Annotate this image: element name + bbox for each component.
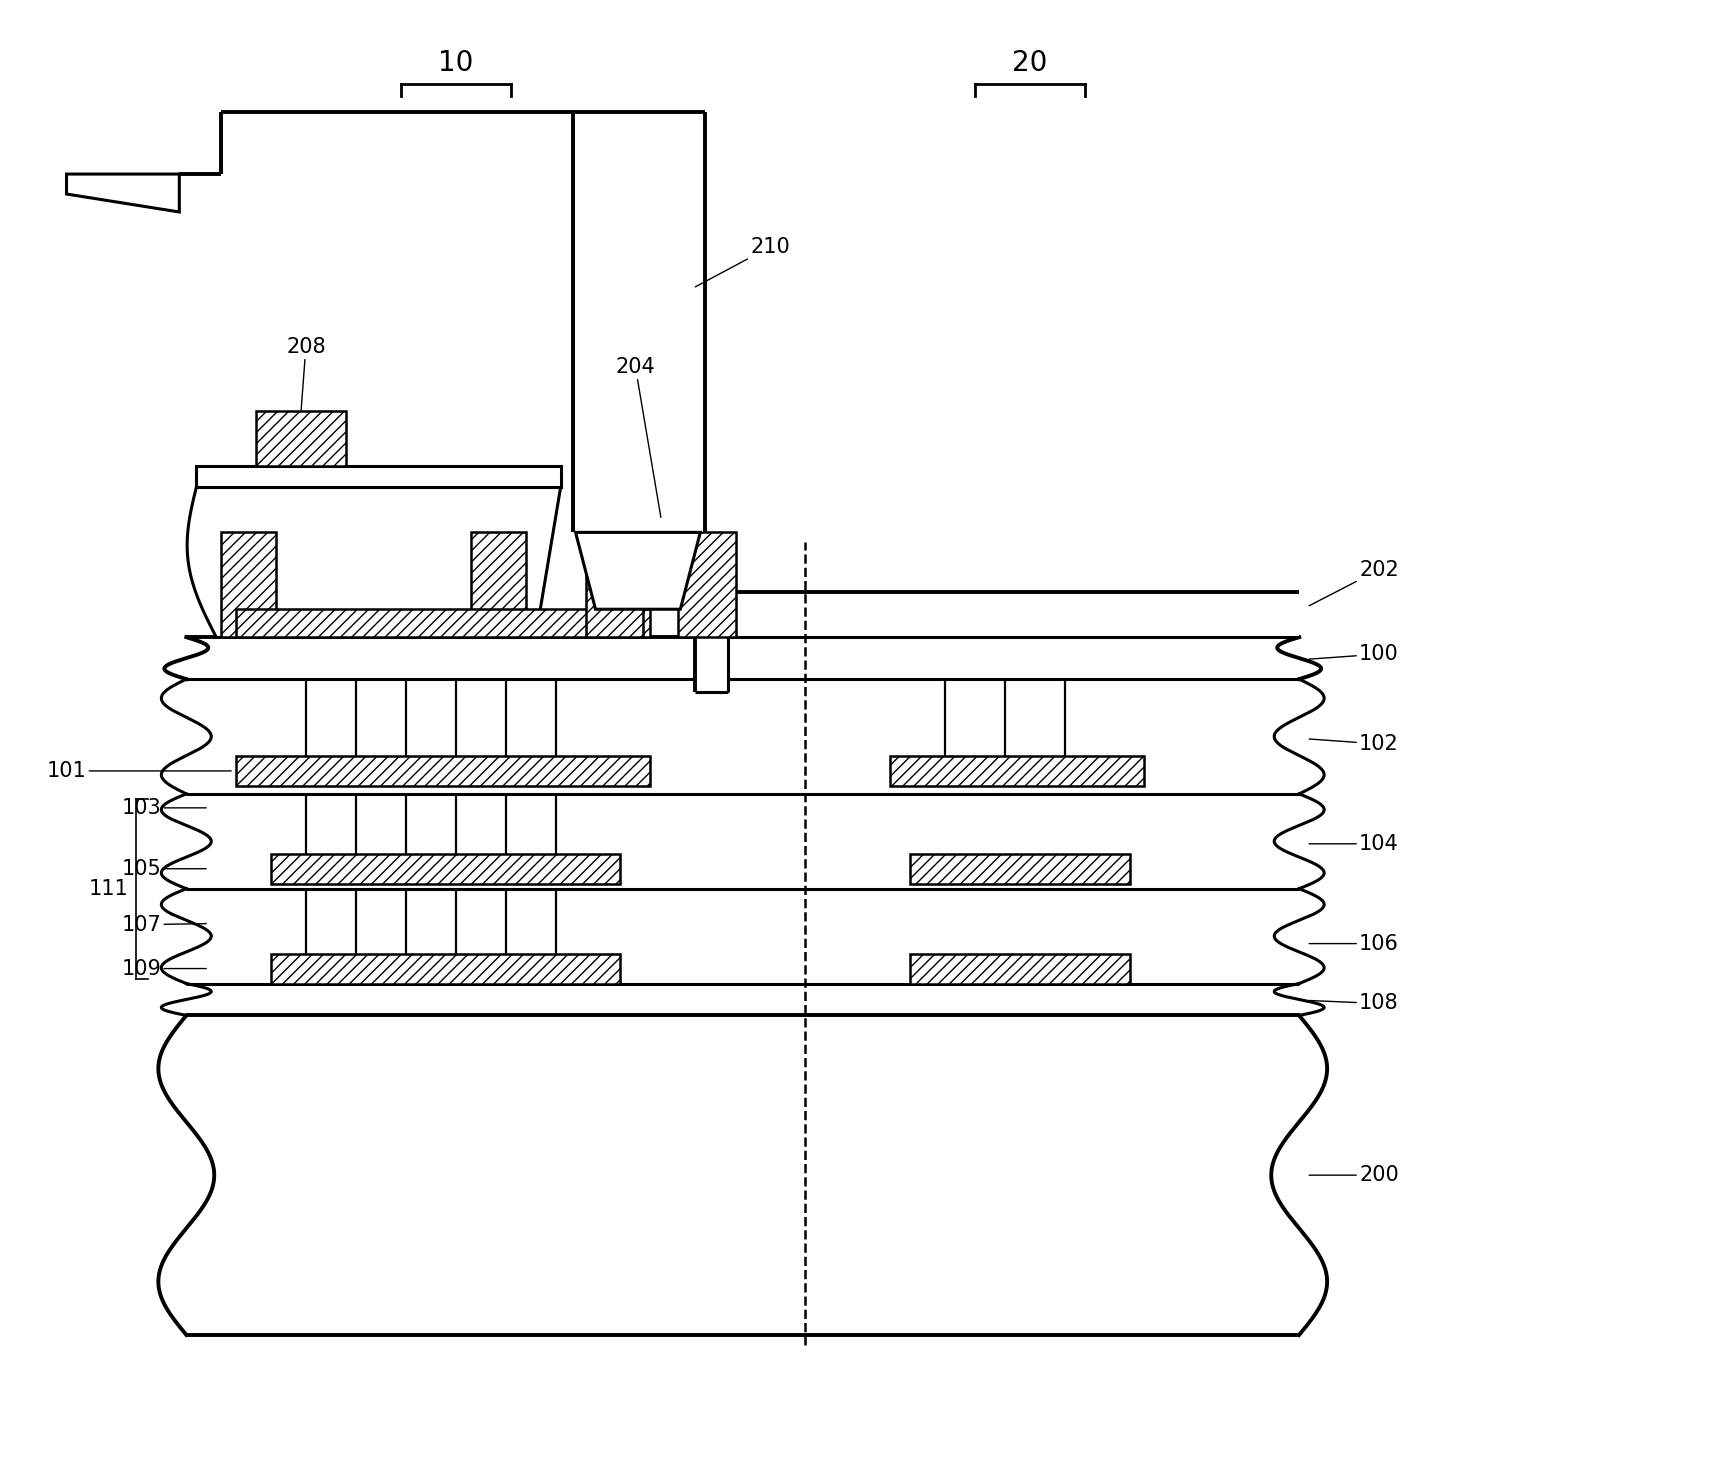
Polygon shape <box>186 984 1300 1016</box>
Text: 104: 104 <box>1310 834 1398 853</box>
Polygon shape <box>678 532 736 638</box>
Text: 102: 102 <box>1310 734 1398 754</box>
Polygon shape <box>186 638 1300 679</box>
Polygon shape <box>890 756 1145 786</box>
Polygon shape <box>186 795 1300 888</box>
Polygon shape <box>196 488 560 638</box>
Polygon shape <box>257 410 345 466</box>
Polygon shape <box>186 1016 1300 1336</box>
Text: 111: 111 <box>88 878 128 899</box>
Polygon shape <box>909 853 1129 884</box>
Text: 210: 210 <box>696 237 789 287</box>
Polygon shape <box>696 592 1300 692</box>
Text: 108: 108 <box>1310 994 1398 1013</box>
Text: 10: 10 <box>439 50 474 78</box>
Text: 202: 202 <box>1310 560 1398 605</box>
Text: 105: 105 <box>121 859 206 878</box>
Text: 200: 200 <box>1310 1165 1398 1185</box>
Polygon shape <box>470 532 526 638</box>
Text: 101: 101 <box>47 761 231 781</box>
Polygon shape <box>236 756 651 786</box>
Polygon shape <box>186 679 1300 795</box>
Polygon shape <box>573 113 706 532</box>
Polygon shape <box>576 532 701 610</box>
Polygon shape <box>196 466 560 488</box>
Polygon shape <box>909 953 1129 984</box>
Polygon shape <box>186 888 1300 984</box>
Text: 107: 107 <box>121 915 206 935</box>
Text: 204: 204 <box>616 356 661 517</box>
Text: 20: 20 <box>1012 50 1048 78</box>
Text: 109: 109 <box>121 959 206 978</box>
Polygon shape <box>236 610 651 638</box>
Text: 103: 103 <box>121 798 206 818</box>
Polygon shape <box>271 953 621 984</box>
Polygon shape <box>66 174 179 213</box>
Polygon shape <box>222 532 276 638</box>
Polygon shape <box>271 853 621 884</box>
Text: 100: 100 <box>1310 644 1398 664</box>
Text: 106: 106 <box>1310 934 1398 953</box>
Polygon shape <box>585 532 644 638</box>
Text: 208: 208 <box>286 337 326 410</box>
